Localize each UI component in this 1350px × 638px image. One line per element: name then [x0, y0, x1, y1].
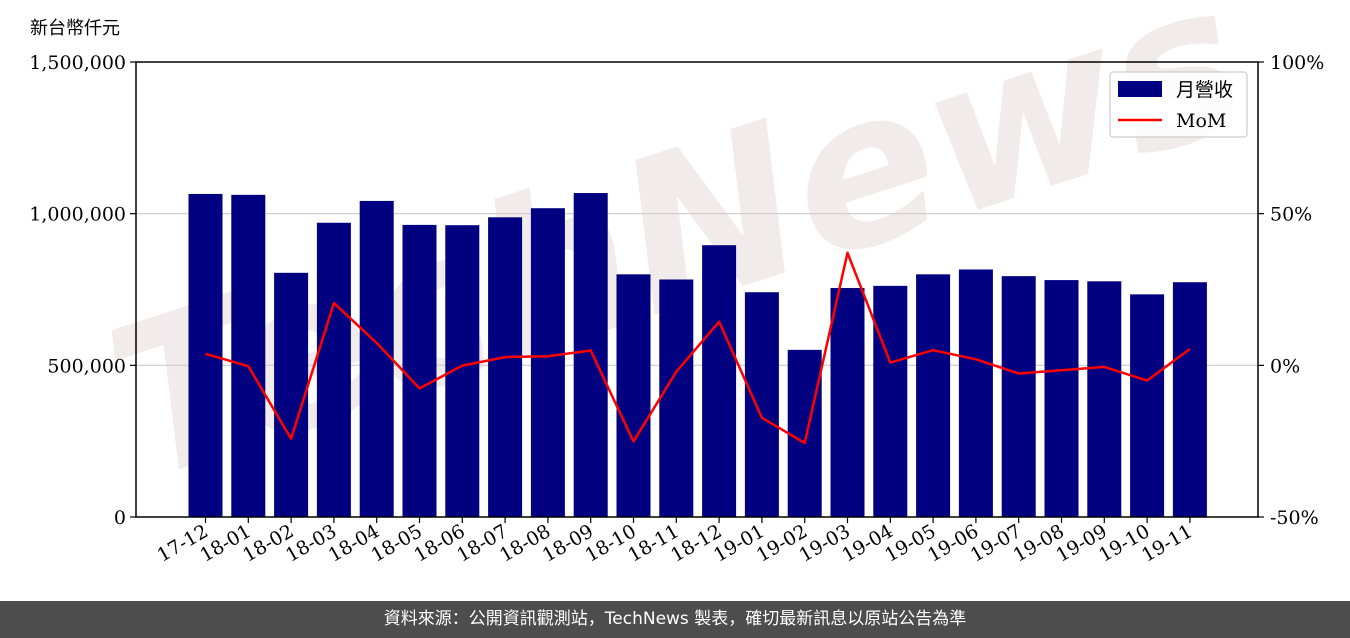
- bar-18-12: [702, 245, 737, 518]
- bar-19-10: [1130, 294, 1165, 517]
- legend-label-bar: 月營收: [1176, 79, 1233, 101]
- bar-18-04: [359, 200, 394, 517]
- y-left-tick-label: 0: [114, 507, 126, 529]
- bar-18-02: [274, 272, 309, 517]
- bar-19-09: [1087, 281, 1122, 517]
- y-right-tick-label: 0%: [1270, 355, 1300, 377]
- legend-label-line: MoM: [1176, 110, 1226, 132]
- legend: 月營收 MoM: [1109, 71, 1248, 138]
- bar-18-08: [530, 208, 565, 517]
- bar-17-12: [188, 193, 223, 517]
- y-axis-unit-label: 新台幣仟元: [30, 18, 120, 39]
- x-tick-label: 19-11: [1138, 520, 1196, 566]
- source-footer: 資料來源：公開資訊觀測站，TechNews 製表，確切最新訊息以原站公告為準: [0, 601, 1350, 638]
- y-left-tick-label: 1,500,000: [29, 52, 126, 74]
- bar-18-10: [616, 274, 651, 517]
- bar-19-08: [1044, 280, 1079, 517]
- bar-18-01: [231, 194, 266, 518]
- bar-19-06: [958, 269, 993, 517]
- legend-swatch-bar: [1118, 81, 1162, 97]
- bar-19-04: [873, 285, 908, 517]
- mom-line: [205, 251, 1191, 445]
- bar-19-02: [787, 349, 822, 517]
- mom-series: [205, 251, 1191, 445]
- bar-series: [188, 193, 1207, 518]
- bar-19-07: [1001, 276, 1036, 517]
- y-right-tick-label: 100%: [1270, 52, 1324, 74]
- bar-18-11: [659, 279, 694, 517]
- revenue-chart: TechNews 0500,0001,000,0001,500,000-50%0…: [29, 0, 1324, 567]
- y-right-tick-label: -50%: [1270, 507, 1319, 529]
- bar-19-03: [830, 287, 865, 517]
- bar-19-01: [744, 292, 779, 517]
- bar-18-05: [402, 224, 437, 517]
- bar-19-05: [916, 274, 951, 517]
- y-left-tick-label: 1,000,000: [29, 204, 126, 226]
- plot-frame: [135, 61, 1259, 518]
- bar-18-07: [488, 217, 523, 517]
- bar-18-09: [573, 193, 608, 518]
- y-right-tick-label: 50%: [1270, 204, 1312, 226]
- bar-18-03: [316, 222, 351, 517]
- y-left-tick-label: 500,000: [47, 355, 126, 377]
- bar-19-11: [1172, 282, 1207, 517]
